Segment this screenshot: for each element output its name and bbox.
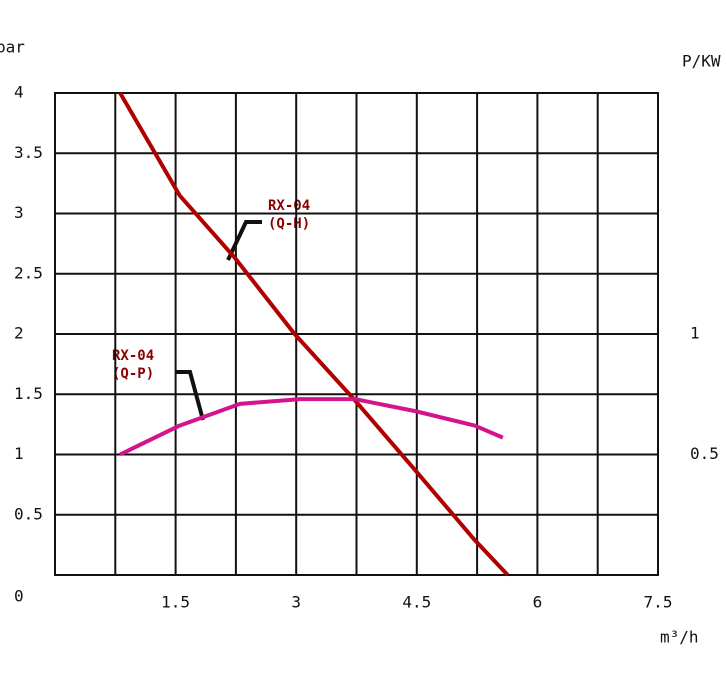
x-tick-label: 4.5: [402, 593, 431, 612]
y-tick-label: 3.5: [14, 143, 43, 162]
y-tick-label: 1: [14, 444, 24, 463]
x-axis-label: m³/h: [660, 628, 699, 647]
y2-tick-label: 0.5: [690, 444, 719, 463]
x-tick-label: 3: [291, 593, 301, 612]
x-tick-label: 1.5: [161, 593, 190, 612]
y-tick-label: 3: [14, 203, 24, 222]
leader-line: [175, 370, 205, 421]
y-tick-label: 1.5: [14, 384, 43, 403]
y-axis-label: bar: [0, 38, 25, 57]
y-tick-label: 2: [14, 324, 24, 343]
x-tick-label: 7.5: [644, 593, 673, 612]
y2-axis-label: P/KW: [682, 52, 721, 71]
y-tick-label: 0: [14, 587, 24, 606]
leader-line: [226, 220, 262, 261]
series-line: [119, 397, 504, 457]
annotation: RX-04: [268, 198, 310, 214]
x-tick-label: 6: [533, 593, 543, 612]
y-tick-label: 2.5: [14, 263, 43, 282]
annotation: RX-04: [112, 348, 154, 364]
annotation: (Q-P): [112, 366, 154, 382]
y-tick-label: 4: [14, 83, 24, 102]
annotation: (Q-H): [268, 216, 310, 232]
y-tick-label: 0.5: [14, 504, 43, 523]
y2-tick-label: 1: [690, 324, 700, 343]
series-line: [118, 91, 510, 577]
